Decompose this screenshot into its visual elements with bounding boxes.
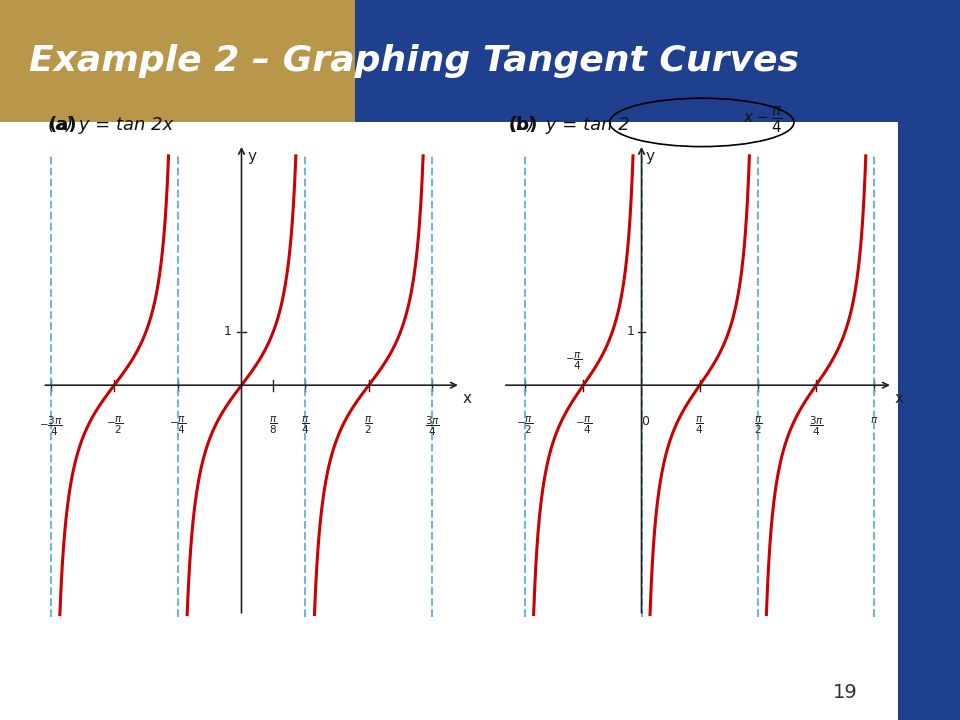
Text: (a) y = tan 2x: (a) y = tan 2x [48,116,173,134]
Text: $-\dfrac{\pi}{2}$: $-\dfrac{\pi}{2}$ [516,415,534,436]
Text: 19: 19 [832,683,857,703]
Text: $\dfrac{\pi}{4}$: $\dfrac{\pi}{4}$ [300,415,309,436]
FancyBboxPatch shape [355,0,960,122]
Text: $-\dfrac{\pi}{4}$: $-\dfrac{\pi}{4}$ [564,351,582,372]
Text: 1: 1 [626,325,635,338]
Text: $\dfrac{\pi}{2}$: $\dfrac{\pi}{2}$ [365,415,373,436]
Text: $\dfrac{3\pi}{4}$: $\dfrac{3\pi}{4}$ [808,415,824,438]
Text: x: x [895,391,903,406]
Text: $\pi$: $\pi$ [870,415,878,425]
Text: y: y [646,149,655,164]
Text: $-\dfrac{\pi}{4}$: $-\dfrac{\pi}{4}$ [575,415,592,436]
Text: (a): (a) [48,116,77,134]
FancyBboxPatch shape [0,0,365,122]
Text: (b)  y = tan 2: (b) y = tan 2 [509,116,630,134]
Text: $\dfrac{\pi}{2}$: $\dfrac{\pi}{2}$ [754,415,762,436]
Text: x: x [463,391,471,406]
Text: $\dfrac{3\pi}{4}$: $\dfrac{3\pi}{4}$ [425,415,440,438]
FancyBboxPatch shape [898,122,960,720]
Text: (b): (b) [509,116,539,134]
Text: $-\dfrac{3\pi}{4}$: $-\dfrac{3\pi}{4}$ [38,415,62,438]
Text: $x - \dfrac{\pi}{4}$: $x - \dfrac{\pi}{4}$ [743,105,783,135]
Text: $-\dfrac{\pi}{4}$: $-\dfrac{\pi}{4}$ [169,415,186,436]
Text: 1: 1 [224,325,231,338]
Text: y: y [248,149,257,164]
Text: 0: 0 [641,415,649,428]
Text: $\dfrac{\pi}{8}$: $\dfrac{\pi}{8}$ [269,415,277,436]
Text: Example 2 – Graphing Tangent Curves: Example 2 – Graphing Tangent Curves [29,44,799,78]
Text: $-\dfrac{\pi}{2}$: $-\dfrac{\pi}{2}$ [106,415,123,436]
Text: $\dfrac{\pi}{4}$: $\dfrac{\pi}{4}$ [695,415,704,436]
